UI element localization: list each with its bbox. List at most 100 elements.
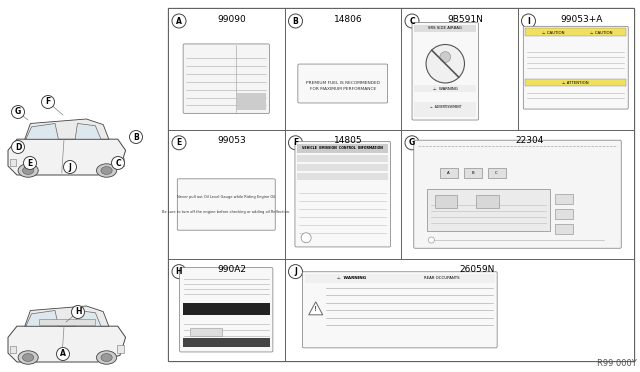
Bar <box>401 130 634 259</box>
Bar <box>463 169 481 178</box>
Circle shape <box>12 141 24 154</box>
FancyBboxPatch shape <box>183 44 269 113</box>
Text: B: B <box>133 132 139 141</box>
Bar <box>525 29 626 36</box>
Ellipse shape <box>22 354 34 362</box>
FancyBboxPatch shape <box>180 268 273 352</box>
Text: 14806: 14806 <box>334 15 363 23</box>
Bar <box>297 144 388 153</box>
Bar <box>10 159 16 166</box>
Circle shape <box>440 52 451 62</box>
Circle shape <box>289 14 303 28</box>
Circle shape <box>129 131 143 144</box>
Text: J: J <box>294 267 297 276</box>
Bar <box>440 169 458 178</box>
Text: 990A2: 990A2 <box>218 265 246 274</box>
Text: 99053+A: 99053+A <box>561 15 603 23</box>
Bar <box>435 195 458 208</box>
Bar <box>297 164 388 171</box>
Circle shape <box>428 237 435 243</box>
Ellipse shape <box>101 354 112 362</box>
Polygon shape <box>8 326 125 362</box>
Circle shape <box>301 233 311 243</box>
Bar <box>556 194 573 204</box>
Ellipse shape <box>97 351 116 364</box>
Bar <box>477 195 499 208</box>
Bar <box>556 224 573 234</box>
Bar <box>190 328 221 336</box>
Bar <box>428 189 550 231</box>
Ellipse shape <box>97 164 116 177</box>
Bar <box>305 274 495 283</box>
Circle shape <box>405 14 419 28</box>
Circle shape <box>522 14 536 28</box>
Circle shape <box>172 136 186 150</box>
FancyBboxPatch shape <box>177 179 275 230</box>
Circle shape <box>24 157 36 170</box>
Circle shape <box>42 96 54 109</box>
Polygon shape <box>76 311 101 326</box>
Ellipse shape <box>101 167 112 174</box>
Circle shape <box>289 136 303 150</box>
Bar <box>168 8 285 130</box>
Text: ⚠ CAUTION: ⚠ CAUTION <box>590 31 612 35</box>
Circle shape <box>12 106 24 119</box>
Text: VEHICLE  EMISSION  CONTROL  INFORMATION: VEHICLE EMISSION CONTROL INFORMATION <box>302 146 383 150</box>
Bar <box>116 345 125 353</box>
Circle shape <box>426 45 465 83</box>
Polygon shape <box>308 302 323 315</box>
Text: E: E <box>28 158 33 167</box>
Text: Be sure to turn off the engine before checking or adding oil Reflection.: Be sure to turn off the engine before ch… <box>162 210 291 214</box>
Text: FOR MAXIMUM PERFORMANCE: FOR MAXIMUM PERFORMANCE <box>310 87 376 90</box>
Bar <box>414 85 476 92</box>
Bar <box>285 130 401 259</box>
Bar <box>518 8 634 130</box>
Polygon shape <box>26 311 58 326</box>
FancyBboxPatch shape <box>303 272 497 348</box>
Bar <box>525 79 626 86</box>
Text: 22304: 22304 <box>515 136 543 145</box>
Circle shape <box>56 347 70 360</box>
FancyBboxPatch shape <box>412 23 479 120</box>
FancyBboxPatch shape <box>524 26 628 109</box>
Circle shape <box>289 264 303 279</box>
Text: A: A <box>176 16 182 26</box>
Circle shape <box>405 136 419 150</box>
Text: H: H <box>176 267 182 276</box>
Bar <box>414 25 476 32</box>
Bar <box>168 130 285 259</box>
Ellipse shape <box>18 164 38 177</box>
Text: ⚠  WARNING: ⚠ WARNING <box>433 87 458 91</box>
Text: 14805: 14805 <box>334 136 363 145</box>
Text: 26059N: 26059N <box>459 265 495 274</box>
Text: Never pull out Oil Level Gauge while Riding Engine Oil.: Never pull out Oil Level Gauge while Rid… <box>177 195 276 199</box>
Bar <box>285 8 401 130</box>
Text: 99090: 99090 <box>218 15 246 23</box>
Circle shape <box>111 157 125 170</box>
Bar <box>40 320 95 325</box>
Text: SRS SIDE AIRBAG: SRS SIDE AIRBAG <box>428 26 462 31</box>
Text: B: B <box>471 171 474 175</box>
Bar <box>297 173 388 180</box>
Bar <box>183 303 269 315</box>
Text: F: F <box>45 97 51 106</box>
Polygon shape <box>8 139 125 175</box>
Text: I: I <box>527 16 530 26</box>
FancyBboxPatch shape <box>298 64 388 103</box>
Bar <box>237 93 266 110</box>
Text: C: C <box>115 158 121 167</box>
Text: ⚠  WARNING: ⚠ WARNING <box>337 276 366 280</box>
Text: H: H <box>75 308 81 317</box>
Text: D: D <box>15 142 21 151</box>
Text: ⚠ CAUTION: ⚠ CAUTION <box>542 31 564 35</box>
Text: A: A <box>447 171 450 175</box>
Text: F: F <box>293 138 298 147</box>
Bar <box>488 169 506 178</box>
Text: !: ! <box>314 306 317 312</box>
Text: PREMIUM FUEL IS RECOMMENDED: PREMIUM FUEL IS RECOMMENDED <box>306 80 380 84</box>
Text: C: C <box>409 16 415 26</box>
Polygon shape <box>76 124 101 139</box>
Text: R99 000Y: R99 000Y <box>597 359 637 368</box>
Text: 9B591N: 9B591N <box>447 15 483 23</box>
Polygon shape <box>25 119 109 139</box>
